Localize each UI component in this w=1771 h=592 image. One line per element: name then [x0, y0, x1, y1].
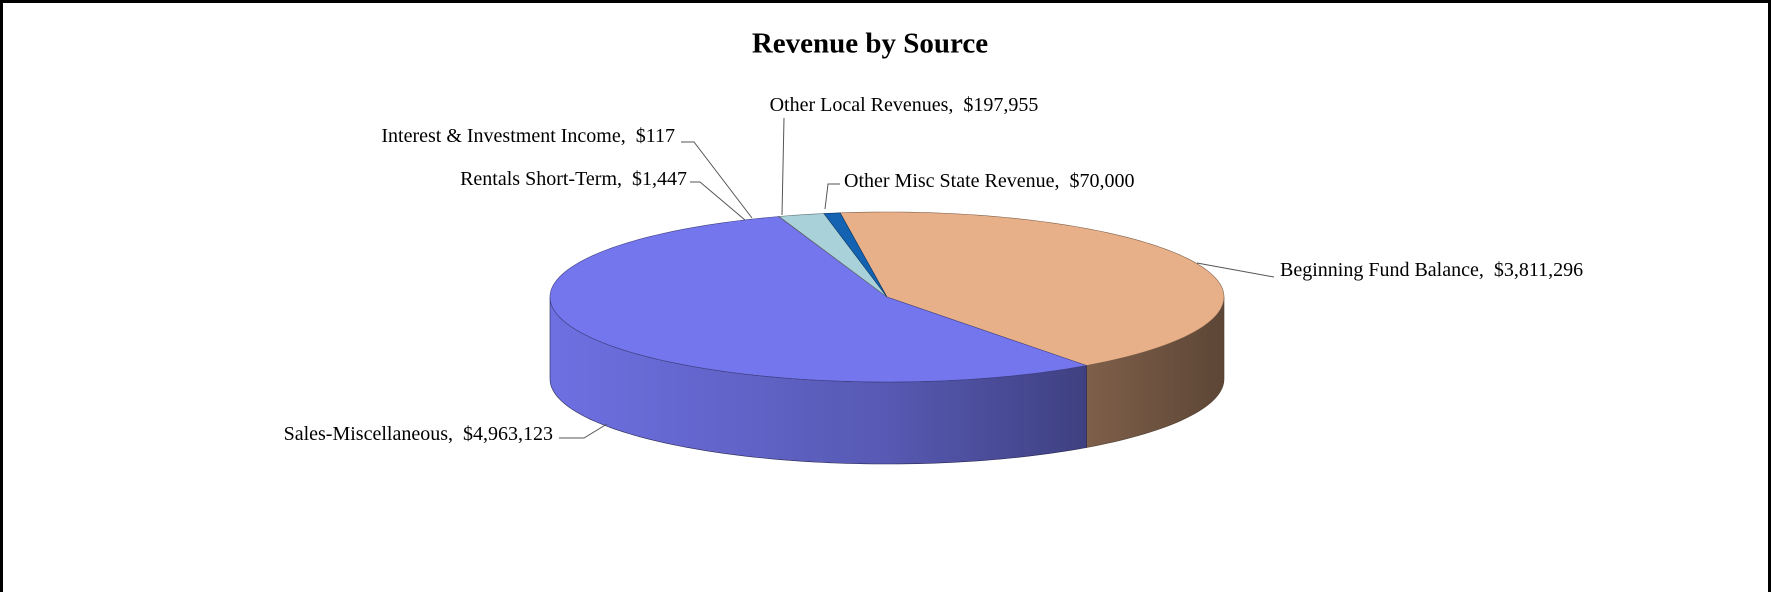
slice-top	[778, 213, 888, 298]
label-category: Other Misc State Revenue	[844, 170, 1055, 192]
data-label: Sales-Miscellaneous, $4,963,123	[284, 423, 553, 445]
leader-line	[690, 181, 746, 221]
chart-title: Revenue by Source	[752, 28, 988, 60]
leader-line	[824, 183, 840, 210]
slice	[549, 216, 1088, 383]
data-label: Rentals Short-Term, $1,447	[460, 168, 687, 190]
label-separator: ,	[1479, 259, 1484, 281]
label-value: $117	[636, 125, 675, 147]
label-separator: ,	[448, 423, 453, 445]
leader-line	[681, 141, 753, 219]
data-label: Other Local Revenues, $197,955	[770, 94, 1039, 116]
label-category: Rentals Short-Term	[460, 168, 617, 190]
slice	[778, 213, 888, 298]
leader-line	[559, 423, 608, 439]
label-value: $197,955	[963, 94, 1038, 116]
label-value: $4,963,123	[463, 423, 553, 445]
label-separator: ,	[948, 94, 953, 116]
label-separator: ,	[1055, 170, 1060, 192]
pie-tops	[549, 211, 1225, 383]
label-value: $1,447	[632, 168, 687, 190]
label-category: Beginning Fund Balance	[1280, 259, 1479, 281]
label-separator: ,	[617, 168, 622, 190]
label-separator: ,	[621, 125, 626, 147]
leader-line	[781, 117, 785, 216]
label-category: Sales-Miscellaneous	[284, 423, 449, 445]
label-category: Other Local Revenues	[770, 94, 949, 116]
leader-line	[1196, 262, 1275, 278]
label-category: Interest & Investment Income	[381, 125, 620, 147]
data-label: Beginning Fund Balance, $3,811,296	[1280, 259, 1583, 281]
slice-top	[549, 216, 1088, 383]
data-label: Other Misc State Revenue, $70,000	[844, 170, 1135, 192]
data-labels: Beginning Fund Balance, $3,811,296 Sales-M…	[284, 94, 1584, 445]
slice-top	[823, 212, 888, 298]
slice-top	[839, 211, 1225, 366]
data-label: Interest & Investment Income, $117	[381, 125, 675, 147]
label-value: $3,811,296	[1494, 259, 1583, 281]
slice	[823, 212, 888, 298]
slice	[839, 211, 1225, 366]
label-value: $70,000	[1070, 170, 1135, 192]
